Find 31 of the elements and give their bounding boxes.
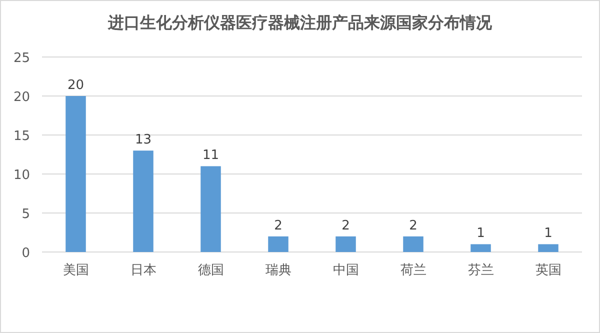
data-label: 1 (476, 226, 485, 242)
bar (133, 150, 154, 252)
data-label: 11 (202, 148, 220, 164)
data-label: 2 (409, 218, 418, 234)
data-label: 2 (342, 218, 350, 234)
y-tick-label: 20 (13, 90, 30, 105)
x-tick-label: 日本 (130, 263, 156, 278)
y-tick-label: 5 (22, 207, 30, 222)
y-tick-label: 0 (22, 246, 30, 261)
x-tick-label: 瑞典 (265, 263, 292, 278)
x-tick-label: 美国 (62, 262, 89, 278)
data-label: 2 (274, 218, 282, 234)
y-tick-label: 25 (13, 51, 30, 66)
y-tick-label: 15 (13, 129, 30, 144)
y-tick-label: 10 (13, 168, 30, 183)
data-label: 13 (134, 132, 152, 148)
bar (538, 244, 558, 252)
bar (336, 236, 356, 252)
bar (66, 96, 86, 252)
chart-title: 进口生化分析仪器医疗器械注册产品来源国家分布情况 (107, 13, 493, 32)
x-tick-label: 芬兰 (468, 263, 494, 278)
data-label: 20 (67, 78, 84, 93)
x-tick-label: 中国 (332, 263, 359, 278)
x-tick-label: 德国 (198, 263, 224, 278)
x-tick-label: 荷兰 (400, 263, 426, 278)
data-label: 1 (544, 226, 552, 242)
x-tick-label: 英国 (535, 263, 562, 278)
bar (470, 244, 491, 252)
bar (200, 166, 221, 252)
bar (403, 236, 424, 252)
bar (268, 236, 288, 252)
